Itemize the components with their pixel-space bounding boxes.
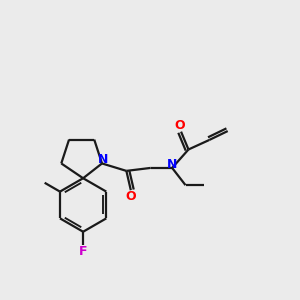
- Text: O: O: [125, 190, 136, 203]
- Text: N: N: [98, 153, 108, 167]
- Text: N: N: [167, 158, 178, 171]
- Text: F: F: [79, 245, 87, 258]
- Text: O: O: [175, 118, 185, 132]
